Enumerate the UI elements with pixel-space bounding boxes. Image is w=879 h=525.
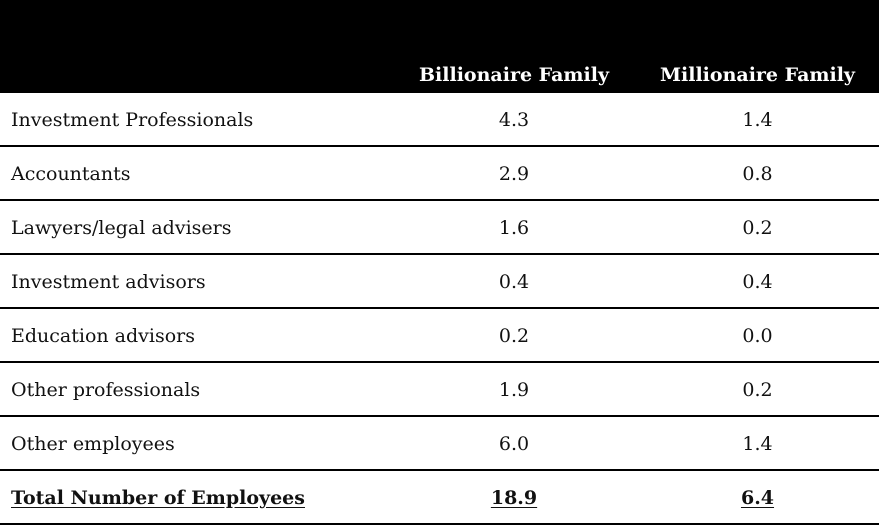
table-row: Accountants 2.9 0.8 [0,147,879,201]
row-label: Accountants [11,163,131,185]
billionaire-value: 6.0 [498,433,530,455]
table-row: Investment advisors 0.4 0.4 [0,255,879,309]
row-label: Other employees [11,433,175,455]
table-row: Other professionals 1.9 0.2 [0,363,879,417]
total-label: Total Number of Employees [11,487,305,509]
millionaire-value: 1.4 [742,109,773,131]
total-billionaire-value: 18.9 [490,487,538,509]
billionaire-value: 0.4 [498,271,530,293]
millionaire-value: 1.4 [742,433,773,455]
millionaire-value: 0.2 [742,379,773,401]
total-row: Total Number of Employees 18.9 6.4 [0,471,879,525]
billionaire-value: 1.6 [498,217,530,239]
column-header-millionaire-family: Millionaire Family [660,64,855,86]
table-row: Other employees 6.0 1.4 [0,417,879,471]
billionaire-value: 0.2 [498,325,530,347]
billionaire-value: 2.9 [498,163,530,185]
column-header-billionaire-family: Billionaire Family [419,64,609,86]
millionaire-value: 0.0 [742,325,773,347]
row-label: Lawyers/legal advisers [11,217,232,239]
row-label: Education advisors [11,325,195,347]
billionaire-value: 1.9 [498,379,530,401]
table-row: Education advisors 0.2 0.0 [0,309,879,363]
billionaire-value: 4.3 [498,109,530,131]
table-header: Billionaire Family Millionaire Family [0,0,879,93]
millionaire-value: 0.4 [742,271,773,293]
row-label: Investment Professionals [11,109,254,131]
millionaire-value: 0.8 [742,163,773,185]
millionaire-value: 0.2 [742,217,773,239]
row-label: Other professionals [11,379,201,401]
table-row: Investment Professionals 4.3 1.4 [0,93,879,147]
row-label: Investment advisors [11,271,206,293]
table-body: Investment Professionals 4.3 1.4 Account… [0,93,879,525]
table-row: Lawyers/legal advisers 1.6 0.2 [0,201,879,255]
total-millionaire-value: 6.4 [740,487,775,509]
